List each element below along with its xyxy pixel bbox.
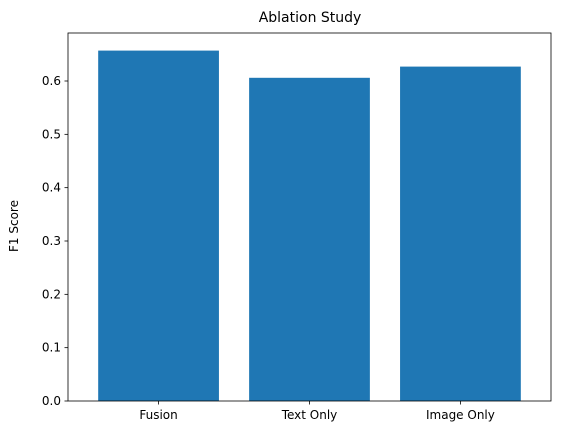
- chart-title: Ablation Study: [259, 10, 362, 26]
- bar-image-only: [400, 66, 521, 401]
- y-tick-label: 0.6: [42, 74, 61, 88]
- y-axis-ticks: 0.0 0.1 0.2 0.3 0.4 0.5 0.6: [42, 74, 68, 408]
- y-tick-label: 0.4: [42, 181, 61, 195]
- y-tick-label: 0.0: [42, 394, 61, 408]
- bars-group: [98, 50, 521, 402]
- bar-fusion: [98, 50, 219, 401]
- x-tick-label: Image Only: [426, 408, 495, 422]
- x-tick-label: Text Only: [281, 408, 338, 422]
- bar-text-only: [249, 77, 370, 402]
- y-tick-label: 0.5: [42, 127, 61, 141]
- y-tick-label: 0.2: [42, 287, 61, 301]
- x-axis-ticks: Fusion Text Only Image Only: [139, 401, 495, 422]
- y-axis-label: F1 Score: [7, 200, 21, 252]
- y-tick-label: 0.3: [42, 234, 61, 248]
- y-tick-label: 0.1: [42, 341, 61, 355]
- plot-frame: [67, 32, 552, 402]
- x-tick-label: Fusion: [139, 408, 177, 422]
